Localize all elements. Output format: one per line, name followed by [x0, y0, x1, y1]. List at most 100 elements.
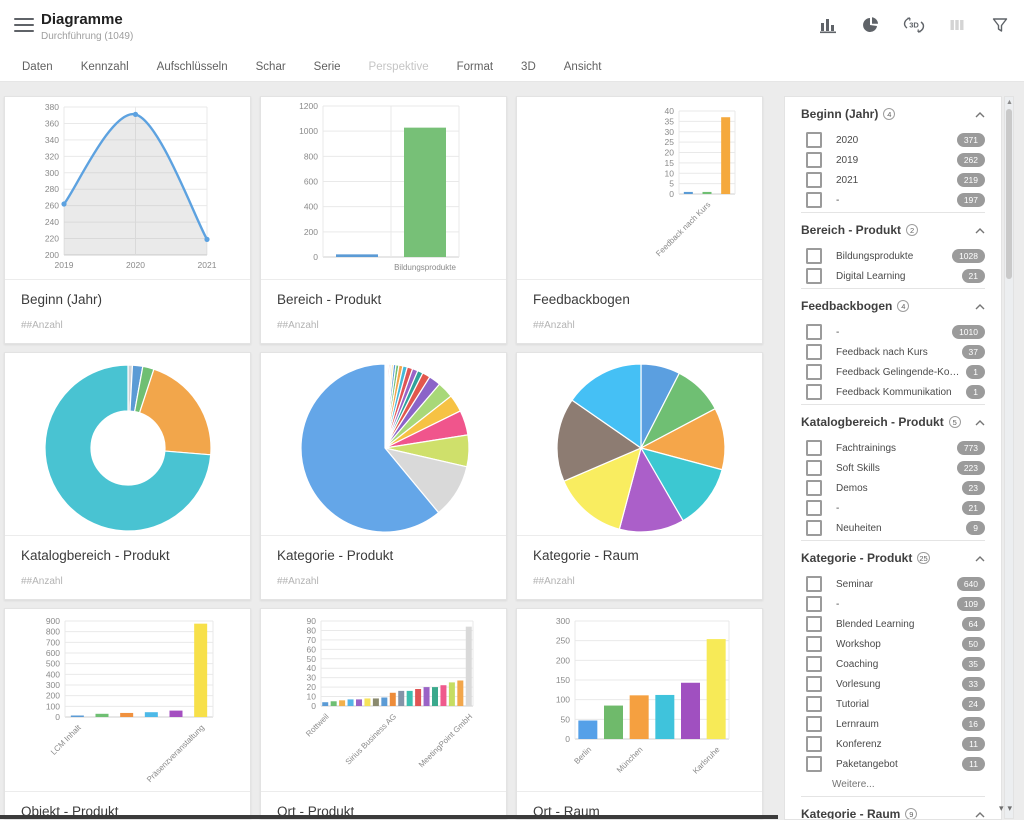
show-more-link[interactable]: Weitere...: [832, 778, 875, 790]
filter-item-2019[interactable]: 2019 262: [801, 150, 985, 170]
filter-item-feedback-gelingende-kommunik[interactable]: Feedback Gelingende-Kommunik..1: [801, 362, 985, 382]
scrollbar-thumb[interactable]: [1006, 109, 1012, 279]
filter-section-header[interactable]: Bereich - Produkt 2: [801, 223, 985, 237]
bereich-produkt-chart[interactable]: 0 200 400 600 800 1000 1200 Bildungsprodukte: [261, 97, 506, 279]
columns-icon[interactable]: [945, 13, 969, 37]
checkbox[interactable]: [806, 500, 822, 516]
filter-item-soft-skills[interactable]: Soft Skills 223: [801, 458, 985, 478]
filter-icon[interactable]: [988, 13, 1012, 37]
filter-item-demos[interactable]: Demos 23: [801, 478, 985, 498]
filter-item-label: Seminar: [836, 578, 874, 590]
filter-item-konferenz[interactable]: Konferenz 11: [801, 734, 985, 754]
filter-item-bildungsprodukte[interactable]: Bildungsprodukte 1028: [801, 246, 985, 266]
tab-kennzahl[interactable]: Kennzahl: [80, 60, 129, 73]
chevron-up-icon[interactable]: [975, 413, 985, 431]
checkbox[interactable]: [806, 364, 822, 380]
filter-section-header[interactable]: Feedbackbogen 4: [801, 299, 985, 313]
filter-item-2021[interactable]: 2021 219: [801, 170, 985, 190]
checkbox[interactable]: [806, 344, 822, 360]
scroll-down-arrows-icon[interactable]: ▾▾: [999, 803, 1017, 813]
tab-daten[interactable]: Daten: [22, 60, 53, 73]
checkbox[interactable]: [806, 152, 822, 168]
filter-item-lernraum[interactable]: Lernraum 16: [801, 714, 985, 734]
svg-text:Berlin: Berlin: [572, 745, 593, 766]
filter-item-tutorial[interactable]: Tutorial 24: [801, 694, 985, 714]
svg-text:400: 400: [304, 202, 318, 212]
pie-chart-icon[interactable]: [859, 13, 883, 37]
filter-item-[interactable]: - 21: [801, 498, 985, 518]
checkbox[interactable]: [806, 268, 822, 284]
tab-perspektive[interactable]: Perspektive: [368, 60, 429, 73]
filter-item-coaching[interactable]: Coaching 35: [801, 654, 985, 674]
rotate-3d-icon[interactable]: 3D: [902, 13, 926, 37]
menu-icon[interactable]: [14, 18, 34, 34]
filter-item-digital-learning[interactable]: Digital Learning 21: [801, 266, 985, 286]
kategorie-raum-chart[interactable]: [517, 353, 762, 535]
checkbox[interactable]: [806, 736, 822, 752]
svg-text:200: 200: [46, 691, 60, 701]
filter-item-seminar[interactable]: Seminar 640: [801, 574, 985, 594]
checkbox[interactable]: [806, 384, 822, 400]
checkbox[interactable]: [806, 480, 822, 496]
filter-item-2020[interactable]: 2020 371: [801, 130, 985, 150]
filter-section-header[interactable]: Kategorie - Raum 9: [801, 805, 985, 819]
filter-item-workshop[interactable]: Workshop 50: [801, 634, 985, 654]
chart-card-ort-raum: 0 50 100 150 200 250 300 Berlin München Karlsruhe…: [516, 608, 763, 819]
checkbox[interactable]: [806, 656, 822, 672]
checkbox[interactable]: [806, 460, 822, 476]
filter-item-fachtrainings[interactable]: Fachtrainings 773: [801, 438, 985, 458]
tab-format[interactable]: Format: [456, 60, 494, 73]
sidebar-scrollbar[interactable]: ▲: [1004, 96, 1014, 819]
tab-schar[interactable]: Schar: [255, 60, 286, 73]
scroll-up-arrow-icon[interactable]: ▲: [1006, 99, 1013, 106]
checkbox[interactable]: [806, 676, 822, 692]
filter-item-[interactable]: - 197: [801, 190, 985, 210]
checkbox[interactable]: [806, 636, 822, 652]
bar-chart-icon[interactable]: [816, 13, 840, 37]
svg-text:20: 20: [307, 682, 317, 692]
checkbox[interactable]: [806, 716, 822, 732]
checkbox[interactable]: [806, 172, 822, 188]
beginn-jahr-chart[interactable]: 200 220 240 260 280 300 320 340 360 380 2019 2020 20…: [5, 97, 250, 279]
checkbox[interactable]: [806, 248, 822, 264]
chevron-up-icon[interactable]: [975, 105, 985, 123]
katalogbereich-produkt-chart[interactable]: [5, 353, 250, 535]
checkbox[interactable]: [806, 596, 822, 612]
tab-3d[interactable]: 3D: [521, 60, 536, 73]
tab-aufschlüsseln[interactable]: Aufschlüsseln: [156, 60, 228, 73]
checkbox[interactable]: [806, 616, 822, 632]
checkbox[interactable]: [806, 132, 822, 148]
checkbox[interactable]: [806, 324, 822, 340]
filter-section-header[interactable]: Beginn (Jahr) 4: [801, 107, 985, 121]
chevron-up-icon[interactable]: [975, 221, 985, 239]
checkbox[interactable]: [806, 192, 822, 208]
checkbox[interactable]: [806, 440, 822, 456]
filter-item-vorlesung[interactable]: Vorlesung 33: [801, 674, 985, 694]
kategorie-produkt-chart[interactable]: [261, 353, 506, 535]
chart-metric: ##Anzahl: [533, 576, 575, 587]
chevron-up-icon[interactable]: [975, 549, 985, 567]
checkbox[interactable]: [806, 576, 822, 592]
filter-item-blended-learning[interactable]: Blended Learning 64: [801, 614, 985, 634]
chevron-up-icon[interactable]: [975, 805, 985, 819]
filter-item-feedback-nach-kurs[interactable]: Feedback nach Kurs 37: [801, 342, 985, 362]
checkbox[interactable]: [806, 756, 822, 772]
filter-item-feedback-kommunikation[interactable]: Feedback Kommunikation 1: [801, 382, 985, 402]
checkbox[interactable]: [806, 696, 822, 712]
filter-item-label: Feedback Gelingende-Kommunik..: [836, 366, 967, 378]
filter-item-[interactable]: - 1010: [801, 322, 985, 342]
chevron-up-icon[interactable]: [975, 297, 985, 315]
tab-serie[interactable]: Serie: [313, 60, 341, 73]
filter-item-[interactable]: - 109: [801, 594, 985, 614]
tab-ansicht[interactable]: Ansicht: [563, 60, 602, 73]
filter-item-neuheiten[interactable]: Neuheiten 9: [801, 518, 985, 538]
filter-section-header[interactable]: Kategorie - Produkt 25: [801, 551, 985, 565]
filter-section-header[interactable]: Katalogbereich - Produkt 5: [801, 415, 985, 429]
filter-item-paketangebot[interactable]: Paketangebot 11: [801, 754, 985, 774]
ort-raum-chart[interactable]: 0 50 100 150 200 250 300 Berlin München Karlsruhe: [517, 609, 762, 791]
checkbox[interactable]: [806, 520, 822, 536]
count-badge: 64: [961, 617, 985, 631]
